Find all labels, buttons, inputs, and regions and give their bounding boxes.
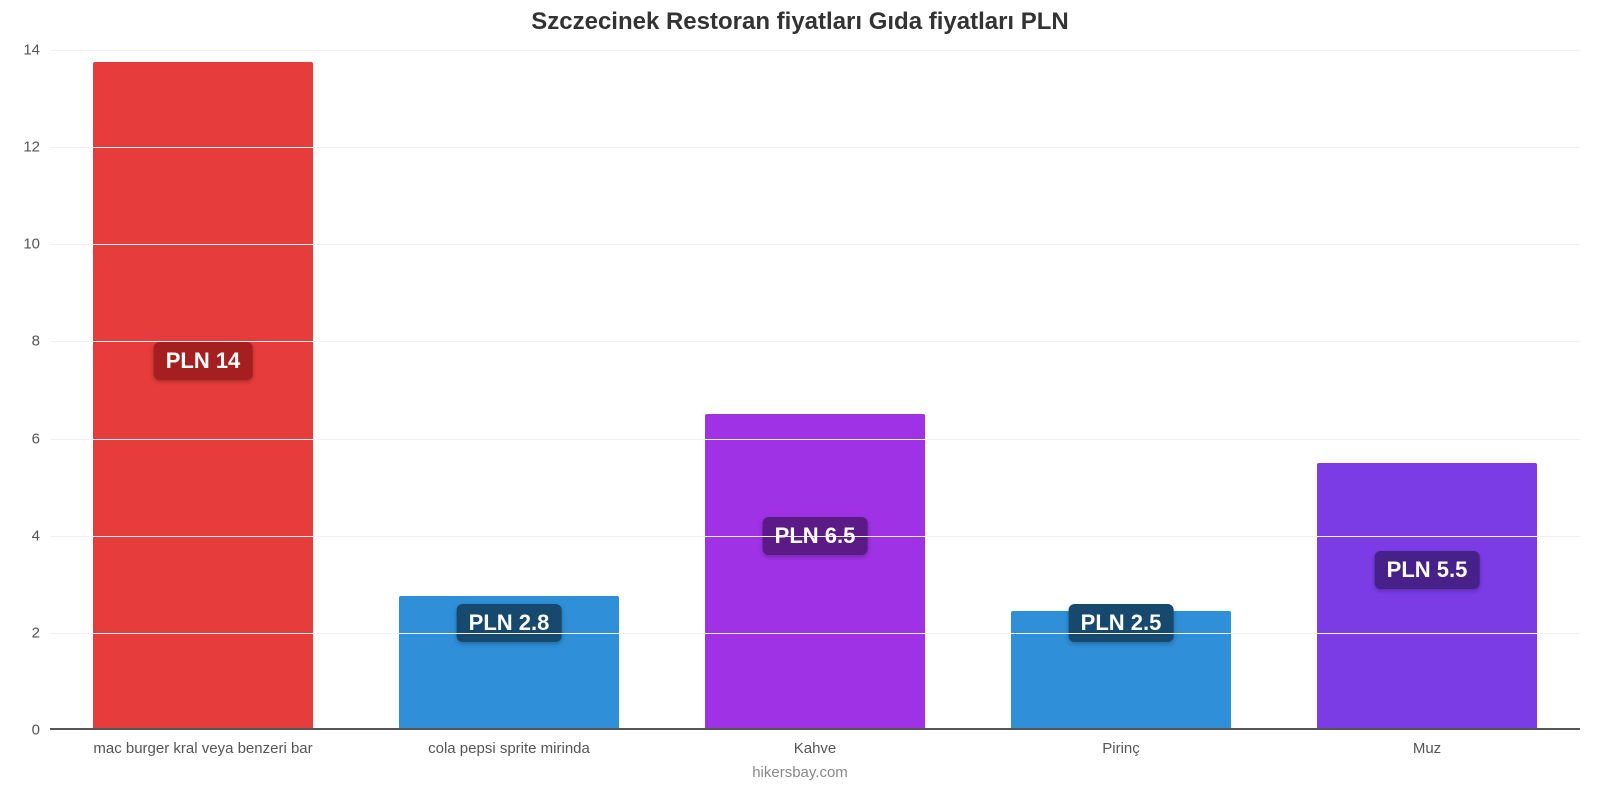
bar-value-badge: PLN 14: [154, 342, 253, 380]
ytick-label: 6: [32, 430, 50, 447]
xtick-label: mac burger kral veya benzeri bar: [93, 730, 312, 757]
ytick-label: 12: [23, 139, 50, 156]
bar: [1317, 463, 1537, 730]
xtick-label: Kahve: [794, 730, 837, 757]
grid-line: [50, 50, 1580, 51]
price-bar-chart: Szczecinek Restoran fiyatları Gıda fiyat…: [0, 0, 1600, 800]
ytick-label: 0: [32, 722, 50, 739]
bar-value-badge: PLN 2.5: [1069, 604, 1174, 642]
grid-line: [50, 536, 1580, 537]
xtick-label: Muz: [1413, 730, 1441, 757]
grid-line: [50, 439, 1580, 440]
ytick-label: 8: [32, 333, 50, 350]
ytick-label: 2: [32, 624, 50, 641]
xtick-label: Pirinç: [1102, 730, 1140, 757]
bar-value-badge: PLN 2.8: [457, 604, 562, 642]
chart-title: Szczecinek Restoran fiyatları Gıda fiyat…: [0, 8, 1600, 36]
xtick-label: cola pepsi sprite mirinda: [428, 730, 590, 757]
grid-line: [50, 633, 1580, 634]
bar: [705, 414, 925, 730]
grid-line: [50, 147, 1580, 148]
bar: [93, 62, 313, 730]
grid-line: [50, 244, 1580, 245]
grid-line: [50, 341, 1580, 342]
ytick-label: 4: [32, 527, 50, 544]
plot-area: PLN 14PLN 2.8PLN 6.5PLN 2.5PLN 5.5 02468…: [50, 50, 1580, 730]
ytick-label: 10: [23, 236, 50, 253]
bar-value-badge: PLN 5.5: [1375, 551, 1480, 589]
chart-footer-credit: hikersbay.com: [0, 764, 1600, 781]
ytick-label: 14: [23, 42, 50, 59]
bars-layer: PLN 14PLN 2.8PLN 6.5PLN 2.5PLN 5.5: [50, 50, 1580, 730]
